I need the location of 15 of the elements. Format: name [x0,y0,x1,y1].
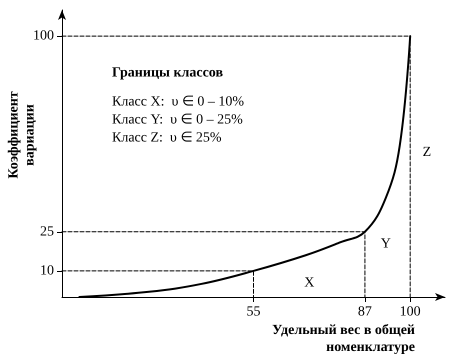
y-axis-title: Коэффициент вариации [6,91,38,179]
y-tick-label: 25 [40,224,54,240]
y-tick-label: 10 [40,263,54,278]
annotation: X [304,275,314,290]
annotation: Класс Y: υ ∈ 0 – 25% [112,112,244,128]
annotation: Z [422,145,432,160]
annotation: Класс X: υ ∈ 0 – 10% [112,94,244,110]
x-tick-label: 87 [358,304,372,320]
x-axis-title: Удельный вес в общей номенклатуре [272,323,415,355]
annotation: Класс Z: υ ∈ 25% [112,130,222,146]
annotation: Y [380,236,391,252]
x-tick-label: 55 [246,304,260,320]
annotation: Границы классов [112,66,224,80]
y-tick-label: 100 [33,28,54,44]
x-tick-label: 100 [400,304,421,320]
